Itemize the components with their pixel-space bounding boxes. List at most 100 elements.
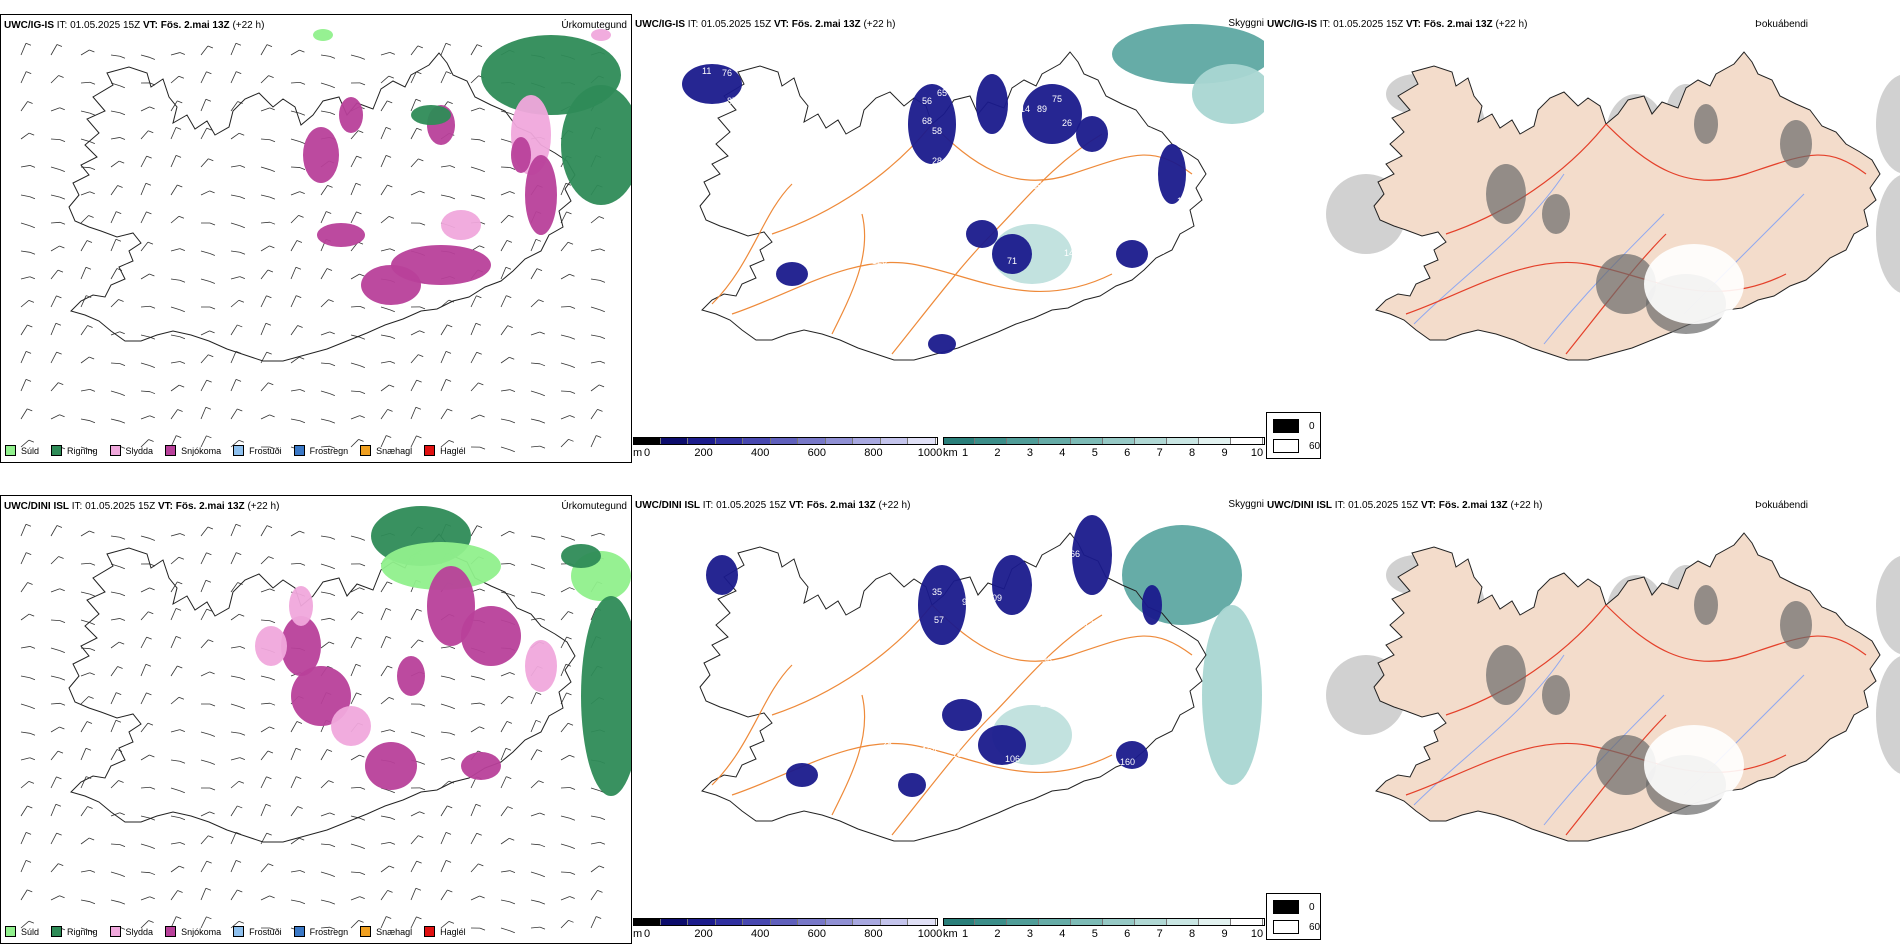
panel-title: Skyggni — [1228, 499, 1264, 510]
ceiling-value-label: 36 — [1042, 655, 1052, 665]
ceiling-value-label: 126 — [872, 256, 887, 266]
ceiling-value-label: 20 — [1040, 699, 1050, 709]
colorbar-segment — [1071, 437, 1103, 445]
colorbar-frame — [633, 437, 938, 445]
fog-legend-swatch — [1273, 920, 1299, 934]
legend-label: Rigning — [67, 926, 98, 937]
ceiling-value-label: 105 — [1044, 677, 1059, 687]
panel-header: UWC/IG-IS IT: 01.05.2025 15Z VT: Fös. 2.… — [1267, 19, 1528, 30]
ceiling-value-label: 134 — [1084, 601, 1099, 611]
colorbar-segment — [1231, 918, 1263, 926]
legend-label: Súld — [21, 926, 40, 937]
ceiling-colorbar-row2: m 0 200 400 600 800 1000 — [633, 918, 942, 940]
colorbar-segment — [853, 437, 881, 445]
colorbar-segment — [660, 918, 689, 926]
legend-swatch — [5, 926, 16, 937]
colorbar-segment — [825, 918, 854, 926]
colorbar-segment — [1039, 918, 1071, 926]
legend-item: Slydda — [109, 926, 153, 937]
colorbar-segment — [688, 918, 716, 926]
fog-legend-label: 60 — [1309, 921, 1321, 933]
colorbar-segment — [975, 437, 1007, 445]
colorbar-segment — [798, 918, 826, 926]
fog-legend-label: 60 — [1309, 440, 1321, 452]
legend-swatch — [109, 445, 121, 456]
colorbar-tick: 2 — [994, 928, 1001, 940]
fog-legend-swatch — [1273, 439, 1299, 453]
ceiling-value-label: 56 — [922, 96, 932, 106]
colorbar-segment — [1231, 437, 1263, 445]
ceiling-colorbar-row1: m 0 200 400 600 800 1000 — [633, 437, 942, 459]
ceiling-map-row2: 66 35 93 57 109 134 131 36 105 20 106 164 169 25 160 33… — [699, 515, 1262, 877]
colorbar-segment — [1071, 918, 1103, 926]
legend-label: Snjókoma — [181, 445, 222, 456]
colorbar-segment — [1039, 437, 1071, 445]
legend-label: Súld — [21, 445, 40, 456]
ceiling-value-label: 109 — [987, 593, 1002, 603]
legend-swatch — [51, 926, 63, 937]
ceiling-value-label: 14 — [1020, 104, 1030, 114]
colorbar-segment — [770, 918, 799, 926]
colorbar-segment — [688, 437, 716, 445]
colorbar-tick: 0 — [643, 928, 651, 940]
legend-swatch — [51, 445, 63, 456]
colorbar-tick: 5 — [1091, 447, 1098, 459]
colorbar-segment — [1103, 437, 1135, 445]
colorbar-tick: 8 — [1189, 447, 1196, 459]
ceiling-value-label: 94 — [937, 228, 947, 238]
colorbar-tick: 0 — [643, 447, 651, 459]
legend-swatch — [360, 926, 372, 937]
ceiling-value-label: 148 — [1150, 246, 1165, 256]
ceiling-value-label: 75 — [1052, 94, 1062, 104]
fog-legend-swatch — [1273, 419, 1299, 433]
legend-label: Frostúði — [249, 445, 282, 456]
ceiling-value-label: 118 — [897, 242, 911, 252]
colorbar-segment — [943, 918, 975, 926]
panel-header: UWC/IG-IS IT: 01.05.2025 15Z VT: Fös. 2.… — [635, 19, 896, 30]
panel-header: UWC/DINI ISL IT: 01.05.2025 15Z VT: Fös.… — [635, 500, 911, 511]
colorbar-segment — [825, 437, 854, 445]
colorbar-segment — [715, 437, 744, 445]
ceiling-value-label: 28 — [882, 739, 892, 749]
ceiling-value-label: 18 — [1030, 202, 1040, 212]
ceiling-value-label: 57 — [934, 615, 944, 625]
colorbar-tick: 600 — [807, 928, 826, 940]
colorbar-tick: 200 — [694, 447, 713, 459]
colorbar-segment — [660, 437, 689, 445]
legend-item: Súld — [5, 926, 39, 937]
colorbar-tick: 8 — [1189, 928, 1196, 940]
legend-item: Rigning — [51, 926, 98, 937]
colorbar-tick: 7 — [1156, 928, 1163, 940]
colorbar-segment — [1199, 437, 1231, 445]
ceiling-value-label: 76 — [722, 68, 732, 78]
colorbar-segment — [880, 437, 909, 445]
legend-item: Snæhagl — [360, 445, 412, 456]
colorbar-tick: 10 — [1250, 928, 1264, 940]
legend-label: Frostúði — [249, 926, 282, 937]
ceiling-value-label: 25 — [932, 867, 942, 877]
panel-title: Skyggni — [1228, 18, 1264, 29]
fog-map-row1 — [1326, 51, 1900, 361]
legend-swatch — [233, 926, 245, 937]
colorbar-segment — [743, 918, 771, 926]
ceiling-value-label: 118 — [1177, 196, 1191, 206]
ceiling-value-label: 87 — [727, 96, 737, 106]
visibility-colorbar-row2: km 1 2 3 4 5 6 7 8 9 10 — [943, 918, 1265, 940]
legend-label: Rigning — [67, 445, 98, 456]
colorbar-unit: m — [633, 447, 643, 459]
colorbar-segment — [1103, 918, 1135, 926]
colorbar-frame — [633, 918, 938, 926]
colorbar-segment — [1167, 918, 1199, 926]
fog-legend-item: 60 — [1273, 439, 1320, 453]
fog-panel-row2: UWC/DINI ISL IT: 01.05.2025 15Z VT: Fös.… — [1264, 495, 1900, 944]
ceiling-value-label: 89 — [1037, 104, 1047, 114]
ceiling-value-label: 65 — [1142, 126, 1152, 136]
precip-map-row2 — [20, 506, 631, 934]
ceiling-value-label: 28 — [932, 156, 942, 166]
legend-item: Frostúði — [233, 926, 282, 937]
legend-item: Frostregn — [293, 926, 348, 937]
ceiling-visibility-panel-row1: 11 76 87 88 56 65 45 77 75 68 14 89 26 34 58 65 18 28 155 5… — [632, 14, 1264, 463]
colorbar-segment — [1135, 437, 1167, 445]
fog-legend-label: 0 — [1309, 901, 1315, 913]
